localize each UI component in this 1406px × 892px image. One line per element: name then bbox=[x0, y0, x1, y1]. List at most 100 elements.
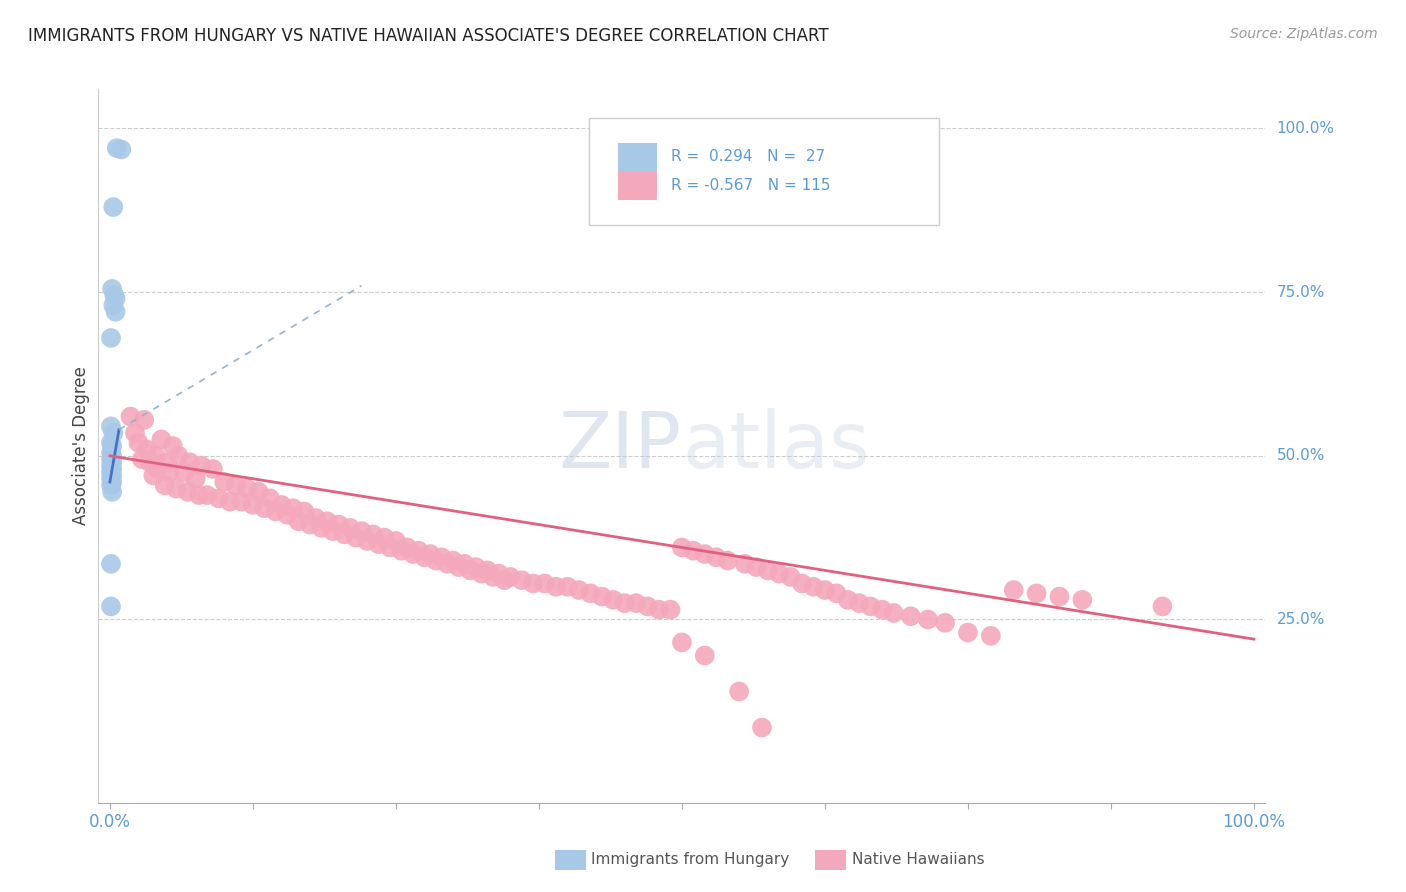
Point bbox=[236, 482, 259, 496]
Point bbox=[105, 141, 128, 155]
Point bbox=[568, 582, 591, 597]
Point bbox=[396, 541, 419, 555]
Point bbox=[1071, 592, 1094, 607]
Point bbox=[101, 439, 124, 453]
Point bbox=[253, 501, 276, 516]
Point bbox=[207, 491, 229, 506]
Point bbox=[167, 449, 190, 463]
Point bbox=[671, 541, 693, 555]
Point bbox=[287, 514, 309, 528]
Point bbox=[1049, 590, 1071, 604]
Point bbox=[1002, 582, 1025, 597]
Point bbox=[101, 455, 124, 469]
Text: 25.0%: 25.0% bbox=[1277, 612, 1324, 627]
Point bbox=[231, 494, 253, 508]
Point bbox=[883, 606, 905, 620]
Point bbox=[142, 468, 165, 483]
Text: 100.0%: 100.0% bbox=[1277, 121, 1334, 136]
Point bbox=[139, 455, 162, 469]
Point bbox=[837, 592, 859, 607]
Point bbox=[425, 553, 447, 567]
Point bbox=[613, 596, 636, 610]
Point bbox=[173, 465, 195, 479]
Point bbox=[333, 527, 356, 541]
Point bbox=[103, 298, 125, 312]
Point bbox=[367, 537, 389, 551]
Bar bbox=[617, 171, 658, 200]
Point bbox=[436, 557, 458, 571]
Point bbox=[579, 586, 602, 600]
Point bbox=[790, 576, 813, 591]
Point bbox=[825, 586, 848, 600]
Point bbox=[956, 625, 979, 640]
Y-axis label: Associate's Degree: Associate's Degree bbox=[72, 367, 90, 525]
Point bbox=[104, 292, 127, 306]
Point bbox=[441, 553, 464, 567]
Text: 75.0%: 75.0% bbox=[1277, 285, 1324, 300]
Point bbox=[803, 580, 825, 594]
Point bbox=[103, 200, 125, 214]
Point bbox=[848, 596, 870, 610]
Point bbox=[100, 419, 122, 434]
Point bbox=[146, 462, 169, 476]
Point bbox=[522, 576, 544, 591]
Text: atlas: atlas bbox=[682, 408, 869, 484]
Text: Source: ZipAtlas.com: Source: ZipAtlas.com bbox=[1230, 27, 1378, 41]
Point bbox=[544, 580, 567, 594]
Text: R =  0.294   N =  27: R = 0.294 N = 27 bbox=[672, 150, 825, 164]
Point bbox=[100, 458, 122, 473]
Point bbox=[127, 435, 149, 450]
Point bbox=[465, 560, 488, 574]
FancyBboxPatch shape bbox=[589, 118, 939, 225]
Point bbox=[101, 462, 124, 476]
Point bbox=[281, 501, 304, 516]
Point bbox=[188, 488, 211, 502]
Point bbox=[378, 541, 402, 555]
Point bbox=[1152, 599, 1174, 614]
Point bbox=[110, 143, 132, 157]
Point bbox=[101, 282, 124, 296]
Point bbox=[408, 543, 430, 558]
Point bbox=[339, 521, 361, 535]
Point bbox=[453, 557, 475, 571]
Point bbox=[100, 557, 122, 571]
Point bbox=[100, 445, 122, 459]
Point bbox=[156, 455, 179, 469]
Point bbox=[693, 547, 716, 561]
Point bbox=[870, 602, 893, 616]
Point bbox=[214, 475, 236, 489]
Point bbox=[413, 550, 436, 565]
Text: ZIP: ZIP bbox=[560, 408, 682, 484]
Text: Immigrants from Hungary: Immigrants from Hungary bbox=[591, 853, 789, 867]
Point bbox=[165, 482, 187, 496]
Bar bbox=[617, 143, 658, 171]
Point bbox=[242, 498, 264, 512]
Point bbox=[344, 531, 367, 545]
Point bbox=[101, 449, 124, 463]
Point bbox=[184, 472, 207, 486]
Point bbox=[391, 543, 413, 558]
Point bbox=[768, 566, 790, 581]
Point bbox=[103, 288, 125, 302]
Point bbox=[328, 517, 350, 532]
Point bbox=[637, 599, 659, 614]
Point bbox=[728, 684, 751, 698]
Point bbox=[430, 550, 453, 565]
Point bbox=[659, 602, 682, 616]
Point bbox=[510, 573, 533, 587]
Point bbox=[471, 566, 494, 581]
Point bbox=[135, 442, 157, 457]
Point bbox=[477, 563, 499, 577]
Point bbox=[602, 592, 624, 607]
Point bbox=[157, 465, 180, 479]
Point bbox=[131, 452, 153, 467]
Point bbox=[100, 331, 122, 345]
Text: 50.0%: 50.0% bbox=[1277, 449, 1324, 463]
Point bbox=[134, 413, 156, 427]
Point bbox=[100, 465, 122, 479]
Point bbox=[259, 491, 281, 506]
Point bbox=[100, 478, 122, 492]
Point bbox=[101, 484, 124, 499]
Point bbox=[447, 560, 470, 574]
Point bbox=[124, 425, 146, 440]
